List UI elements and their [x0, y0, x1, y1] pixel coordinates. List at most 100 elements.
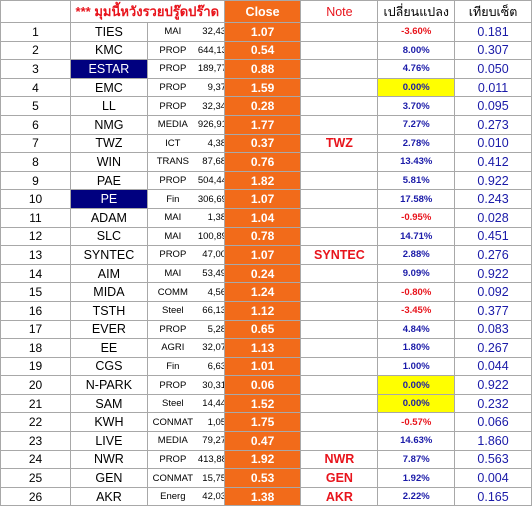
stock-sector: PROP [159, 100, 187, 112]
stock-symbol[interactable]: ADAM [70, 207, 148, 228]
stock-sector: PROP [159, 63, 187, 75]
stock-symbol[interactable]: EVER [70, 319, 148, 340]
stock-symbol[interactable]: SAM [70, 393, 148, 414]
stock-sector: TRANS [156, 156, 189, 168]
close-price: 0.28 [223, 96, 302, 116]
change-percent: -0.95% [377, 207, 456, 228]
close-price: 1.24 [223, 282, 302, 302]
close-price: 0.78 [223, 226, 302, 247]
close-price: 1.38 [223, 486, 302, 506]
stock-info: TRANS 87,683,432 [146, 152, 225, 172]
stock-volume: 9,373,662 [207, 82, 224, 94]
stock-symbol[interactable]: MIDA [70, 282, 148, 302]
compare-value: 0.092 [454, 282, 532, 302]
row-number: 7 [0, 133, 71, 154]
compare-value: 0.267 [454, 338, 532, 358]
stock-symbol[interactable]: PE [70, 189, 148, 209]
stock-symbol[interactable]: TWZ [70, 133, 148, 154]
stock-symbol[interactable]: LL [70, 96, 148, 116]
stock-info: PROP 32,340,767 [146, 96, 225, 116]
stock-volume: 32,435,204 [202, 26, 225, 38]
stock-symbol[interactable]: TIES [70, 22, 148, 42]
close-price: 1.77 [223, 114, 302, 135]
stock-info: CONMAT 15,754,656 [146, 468, 225, 488]
compare-value: 0.095 [454, 96, 532, 116]
close-price: 1.82 [223, 170, 302, 191]
table-row[interactable]: 20N-PARK PROP 30,319,9690.06 0.00%0.922 [0, 375, 532, 395]
row-number: 26 [0, 486, 71, 506]
stock-symbol[interactable]: CGS [70, 356, 148, 377]
note-cell [300, 77, 379, 98]
stock-symbol[interactable]: SYNTEC [70, 245, 148, 265]
table-row[interactable]: 13SYNTECPROP47,008,4361.07SYNTEC2.88%0.2… [0, 245, 532, 265]
stock-volume: 4,561,194 [207, 286, 224, 298]
change-percent: 7.87% [377, 449, 456, 470]
stock-symbol[interactable]: TSTH [70, 300, 148, 321]
change-percent: -3.60% [377, 22, 456, 42]
stock-info: Fin 6,639,410 [146, 356, 225, 377]
change-percent: 1.00% [377, 356, 456, 377]
close-price: 1.59 [223, 77, 302, 98]
stock-sector: Fin [166, 360, 180, 372]
stock-symbol[interactable]: LIVE [70, 431, 148, 451]
row-number: 8 [0, 152, 71, 172]
compare-value: 0.050 [454, 59, 532, 79]
stock-info: CONMAT 1,057,667 [146, 412, 225, 433]
stock-symbol[interactable]: SLC [70, 226, 148, 247]
change-percent: -3.45% [377, 300, 456, 321]
stock-info: Steel 66,130,277 [146, 300, 225, 321]
stock-symbol[interactable]: AIM [70, 263, 148, 284]
row-number: 25 [0, 468, 71, 488]
change-percent: 14.63% [377, 431, 456, 451]
stock-sector: PROP [159, 323, 187, 335]
close-price: 1.01 [223, 356, 302, 377]
stock-symbol[interactable]: KWH [70, 412, 148, 433]
stock-symbol[interactable]: AKR [70, 486, 148, 506]
stock-sector: PROP [159, 82, 187, 94]
stock-symbol[interactable]: ESTAR [70, 59, 148, 79]
note-cell: GEN [300, 468, 379, 488]
stock-info: PROP 504,447,693 [146, 170, 225, 191]
close-price: 0.47 [223, 431, 302, 451]
stock-symbol[interactable]: GEN [70, 468, 148, 488]
stock-symbol[interactable]: KMC [70, 40, 148, 61]
stock-sector: ICT [165, 137, 181, 149]
change-percent: 4.84% [377, 319, 456, 340]
stock-symbol[interactable]: NWR [70, 449, 148, 470]
stock-symbol[interactable]: NMG [70, 114, 148, 135]
stock-symbol[interactable]: WIN [70, 152, 148, 172]
compare-value: 0.922 [454, 375, 532, 395]
table-row[interactable]: 5LL PROP 32,340,7670.28 3.70%0.095 [0, 96, 532, 116]
change-percent: 8.00% [377, 40, 456, 61]
stock-volume: 413,886,448 [197, 453, 223, 465]
stock-symbol[interactable]: EE [70, 338, 148, 358]
stock-symbol[interactable]: EMC [70, 77, 148, 98]
compare-value: 0.165 [454, 486, 532, 506]
stock-symbol[interactable]: PAE [70, 170, 148, 191]
close-price: 0.76 [223, 152, 302, 172]
stock-symbol[interactable]: N-PARK [70, 375, 148, 395]
